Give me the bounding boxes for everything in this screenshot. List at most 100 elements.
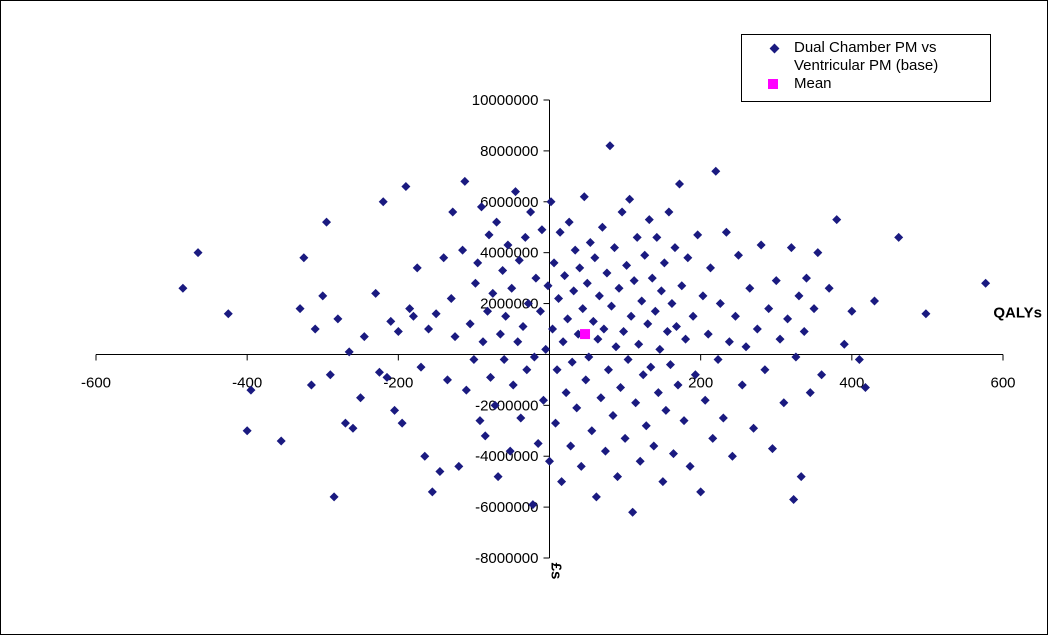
data-point <box>359 332 369 342</box>
data-point <box>794 291 804 301</box>
y-tick-label: 10000000 <box>472 92 539 109</box>
data-point <box>495 329 505 339</box>
data-point <box>390 405 400 415</box>
data-point <box>698 291 708 301</box>
data-point <box>631 398 641 408</box>
data-point <box>480 431 490 441</box>
data-point <box>401 182 411 192</box>
data-point <box>715 299 725 309</box>
y-tick-label: -6000000 <box>475 499 538 516</box>
data-point <box>549 258 559 268</box>
data-point <box>619 327 629 337</box>
data-point <box>514 255 524 265</box>
data-point <box>486 372 496 382</box>
data-point <box>476 202 486 212</box>
x-axis-title: QALYs <box>993 304 1042 321</box>
data-point <box>318 291 328 301</box>
data-point <box>490 400 500 410</box>
data-point <box>596 393 606 403</box>
data-point <box>572 403 582 413</box>
mean-point <box>580 329 591 340</box>
data-point <box>659 258 669 268</box>
data-point <box>575 263 585 273</box>
data-point <box>329 492 339 502</box>
data-point <box>555 227 565 237</box>
data-point <box>658 477 668 487</box>
data-point <box>566 441 576 451</box>
data-point <box>730 311 740 321</box>
data-point <box>791 352 801 362</box>
data-point <box>510 187 520 197</box>
data-point <box>741 342 751 352</box>
data-point <box>981 278 991 288</box>
data-point <box>340 418 350 428</box>
data-point <box>650 306 660 316</box>
data-point <box>749 423 759 433</box>
data-point <box>662 327 672 337</box>
data-point <box>727 451 737 461</box>
y-axis-title: £s <box>548 563 565 580</box>
data-point <box>597 222 607 232</box>
data-point <box>501 311 511 321</box>
data-point <box>465 319 475 329</box>
data-point <box>564 217 574 227</box>
data-point <box>492 217 502 227</box>
data-point <box>470 278 480 288</box>
data-point <box>600 446 610 456</box>
data-point <box>756 240 766 250</box>
data-point <box>796 472 806 482</box>
data-point <box>711 166 721 176</box>
data-point <box>551 418 561 428</box>
data-point <box>718 413 728 423</box>
data-point <box>560 271 570 281</box>
data-point <box>632 232 642 242</box>
data-point <box>608 411 618 421</box>
data-point <box>721 227 731 237</box>
data-point <box>522 365 532 375</box>
data-point <box>591 492 601 502</box>
data-point <box>416 362 426 372</box>
data-point <box>246 385 256 395</box>
data-point <box>599 324 609 334</box>
data-point <box>681 334 691 344</box>
data-point <box>649 441 659 451</box>
data-point <box>705 263 715 273</box>
data-point <box>537 225 547 235</box>
data-point <box>439 253 449 263</box>
data-point <box>306 380 316 390</box>
data-point <box>420 451 430 461</box>
data-point <box>488 288 498 298</box>
data-point <box>623 355 633 365</box>
data-point <box>333 314 343 324</box>
data-point <box>809 304 819 314</box>
y-tick-label: -2000000 <box>475 397 538 414</box>
x-tick-label: -400 <box>232 374 262 391</box>
data-point <box>507 283 517 293</box>
data-point <box>461 385 471 395</box>
data-point <box>847 306 857 316</box>
data-point <box>668 449 678 459</box>
data-point <box>656 286 666 296</box>
data-point <box>299 253 309 263</box>
data-point <box>178 283 188 293</box>
data-point <box>679 416 689 426</box>
data-point <box>541 344 551 354</box>
data-point <box>783 314 793 324</box>
data-point <box>371 288 381 298</box>
data-point <box>458 245 468 255</box>
data-point <box>690 370 700 380</box>
data-point <box>325 370 335 380</box>
data-point <box>611 342 621 352</box>
data-point <box>513 337 523 347</box>
data-point <box>531 273 541 283</box>
data-point <box>860 383 870 393</box>
data-point <box>817 370 827 380</box>
data-point <box>475 416 485 426</box>
data-point <box>483 306 493 316</box>
data-point <box>382 372 392 382</box>
data-point <box>703 329 713 339</box>
data-point <box>606 301 616 311</box>
data-point <box>637 296 647 306</box>
data-point <box>789 494 799 504</box>
